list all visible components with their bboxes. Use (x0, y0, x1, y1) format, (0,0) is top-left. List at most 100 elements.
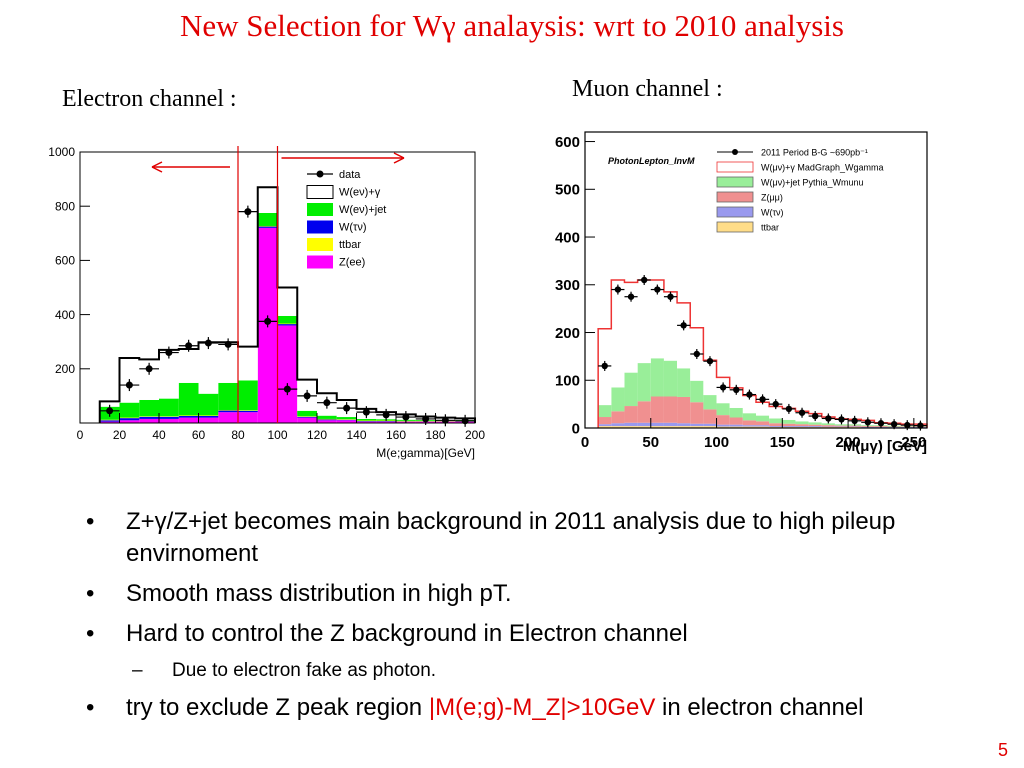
mass-cut-highlight: |M(e;g)-M_Z|>10GeV (428, 694, 656, 721)
bar-segment (637, 401, 651, 423)
bar-segment (218, 410, 238, 413)
bar-segment (729, 417, 743, 425)
bar-segment (218, 409, 238, 411)
bar-segment (159, 416, 179, 419)
bar-segment (690, 426, 704, 428)
bar-segment (611, 426, 625, 428)
legend-marker (316, 170, 324, 178)
bar-segment (198, 415, 219, 418)
bar-segment (677, 396, 691, 424)
legend-label: data (339, 169, 361, 181)
bar-segment (277, 315, 298, 324)
bullet-text-tail: in electron channel (655, 694, 864, 721)
data-point (145, 365, 153, 373)
bar-segment (769, 406, 783, 419)
bar-segment (756, 415, 770, 422)
bar-segment (637, 426, 651, 428)
bar-segment (663, 426, 678, 428)
legend-label: 2011 Period B-G ~690pb⁻¹ (761, 148, 868, 158)
bar-segment (139, 399, 159, 417)
bar-segment (650, 422, 664, 427)
legend-swatch (307, 238, 333, 251)
legend-label: ttbar (339, 239, 361, 251)
arrow-head-left-icon (151, 161, 163, 173)
x-tick-label: 150 (770, 434, 795, 451)
legend-label: W(τν) (761, 208, 784, 218)
y-tick-label: 800 (55, 199, 75, 213)
data-point (204, 339, 212, 347)
legend-label: Z(ee) (339, 257, 365, 269)
bar-segment (198, 417, 219, 423)
legend-label: W(μν)+jet Pythia_Wmunu (761, 178, 863, 188)
bar-segment (598, 424, 612, 427)
legend-marker (732, 149, 738, 155)
x-tick-label: 100 (704, 434, 729, 451)
bar-segment (119, 420, 140, 423)
data-point (283, 385, 291, 393)
bar-segment (821, 423, 835, 426)
data-point (759, 396, 766, 403)
bar-segment (729, 407, 743, 418)
data-point (654, 286, 661, 293)
bar-segment (99, 401, 120, 407)
bar-segment (257, 187, 278, 213)
y-tick-label: 1000 (48, 145, 75, 159)
bar-segment (650, 358, 664, 397)
bar-segment (624, 426, 638, 428)
bar-segment (356, 418, 377, 421)
x-tick-label: 200 (836, 434, 861, 451)
bar-segment (834, 425, 849, 427)
bar-segment (848, 425, 862, 427)
electron-channel-label: Electron channel : (62, 86, 237, 112)
bar-segment (178, 382, 199, 416)
x-tick-label: 0 (581, 434, 589, 451)
bar-segment (218, 342, 238, 383)
bar-segment (336, 417, 357, 420)
bar-segment (611, 411, 625, 424)
muon-channel-label: Muon channel : (572, 76, 723, 102)
bullet-text: try to exclude Z peak region (126, 694, 429, 721)
bar-segment (99, 420, 120, 422)
bar-segment (795, 424, 809, 427)
y-tick-label: 300 (555, 277, 580, 294)
bar-segment (703, 426, 717, 428)
bullet-list: • Z+γ/Z+jet becomes main background in 20… (82, 506, 1017, 732)
data-point (772, 400, 779, 408)
data-point (838, 416, 845, 423)
bar-segment (356, 420, 377, 422)
y-tick-label: 200 (55, 362, 75, 376)
data-point (185, 342, 193, 350)
data-point (422, 415, 430, 423)
bar-segment (297, 410, 317, 417)
bullet-item: • Smooth mass distribution in high pT. (82, 578, 1017, 610)
data-point (798, 409, 806, 416)
bullet-text: Z+γ/Z+jet becomes main background in 201… (126, 508, 896, 567)
bar-segment (663, 422, 678, 427)
bar-segment (782, 423, 796, 427)
bar-segment (756, 402, 770, 416)
bar-segment (742, 413, 756, 421)
bar-segment (611, 387, 625, 412)
bar-segment (238, 380, 258, 411)
data-point (785, 405, 793, 413)
data-point (323, 399, 331, 407)
legend-swatch (306, 185, 334, 199)
bar-segment (159, 349, 179, 399)
bar-segment (624, 406, 638, 423)
data-point (904, 421, 911, 429)
legend-label: W(eν)+jet (339, 204, 386, 216)
bar-segment (742, 425, 756, 427)
bar-segment (716, 403, 730, 416)
bar-segment (690, 402, 704, 424)
legend-swatch (716, 191, 754, 203)
bar-segment (637, 422, 651, 427)
bar-segment (663, 360, 678, 397)
bar-segment (198, 393, 219, 416)
data-point (362, 408, 370, 416)
bar-segment (703, 409, 717, 424)
bar-segment (716, 424, 730, 427)
bar-segment (756, 425, 770, 427)
bar-segment (119, 417, 140, 419)
y-tick-label: 400 (55, 308, 75, 322)
bullet-dot-icon: • (86, 694, 95, 721)
